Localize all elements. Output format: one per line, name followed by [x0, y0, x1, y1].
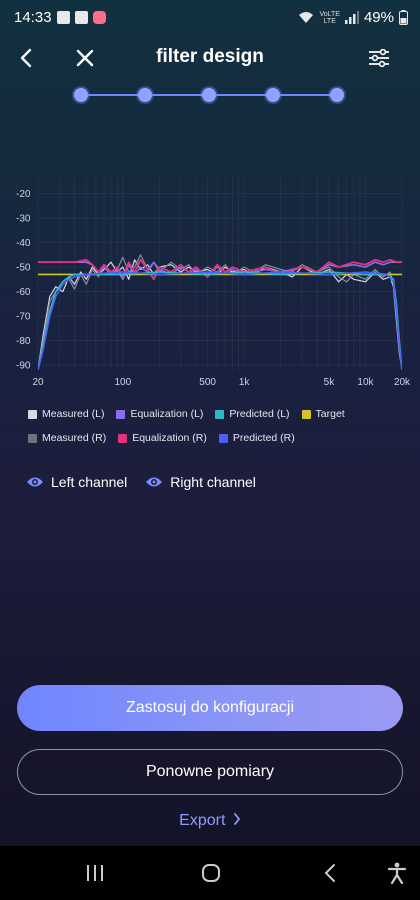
legend-label: Target: [315, 408, 345, 420]
series-line-predicted-l: [38, 271, 402, 370]
frequency-response-chart: -20 -30 -40 -50 -60 -70 -80 -90 20 100 500 1k 5k 10k 2…: [0, 170, 420, 390]
right-channel-toggle[interactable]: Right channel: [145, 474, 256, 490]
channel-toggles: Left channel Right channel: [26, 474, 256, 490]
gallery-notification-icon: [57, 11, 70, 24]
legend-item: Predicted (L): [215, 407, 290, 421]
step-dot-2: [138, 88, 152, 102]
home-button[interactable]: [196, 858, 226, 888]
step-dot-4: [266, 88, 280, 102]
eye-icon: [146, 477, 163, 487]
status-bar: 14:33 VoLTE LTE 49%: [0, 0, 420, 36]
export-link[interactable]: Export: [0, 812, 420, 830]
step-connector: [216, 94, 266, 96]
step-dot-1: [74, 88, 88, 102]
series-line-measured-l: [38, 259, 402, 370]
status-indicators: VoLTE LTE 49%: [298, 9, 408, 26]
system-back-button[interactable]: [315, 858, 345, 888]
series-line-predicted-r: [38, 271, 402, 370]
chart-legend: Measured (L) Equalization (L) Predicted (L…: [28, 407, 408, 455]
app-header: filter design: [0, 36, 420, 80]
step-connector: [88, 94, 138, 96]
chevron-right-icon: [233, 813, 240, 825]
legend-item: Measured (L): [28, 407, 104, 421]
y-tick-label: -40: [16, 238, 31, 249]
step-connector: [280, 94, 330, 96]
legend-row: Measured (L) Equalization (L) Predicted (L…: [28, 407, 408, 421]
step-connector: [152, 94, 202, 96]
step-dot-5: [330, 88, 344, 102]
instagram-notification-icon: [93, 11, 106, 24]
legend-swatch: [28, 409, 37, 419]
progress-stepper: [74, 86, 346, 104]
legend-swatch: [218, 433, 228, 443]
x-tick-label: 20k: [394, 377, 411, 388]
home-icon: [202, 864, 220, 882]
apply-to-config-button[interactable]: Zastosuj do konfiguracji: [17, 685, 403, 731]
legend-label: Measured (L): [42, 408, 105, 420]
remeasure-button[interactable]: Ponowne pomiary: [17, 749, 403, 795]
x-tick-label: 1k: [239, 377, 251, 388]
right-channel-label: Right channel: [170, 474, 256, 490]
x-tick-label: 10k: [357, 377, 374, 388]
y-tick-label: -80: [16, 336, 31, 347]
legend-swatch: [215, 409, 225, 419]
left-channel-toggle[interactable]: Left channel: [26, 474, 127, 490]
legend-label: Predicted (R): [232, 432, 295, 444]
legend-item: Measured (R): [28, 431, 106, 445]
back-icon: [324, 864, 335, 882]
y-tick-label: -90: [16, 361, 31, 372]
series-line-equalization-l: [38, 261, 402, 281]
legend-swatch: [116, 409, 126, 419]
y-tick-label: -30: [16, 214, 31, 225]
legend-item: Equalization (R): [118, 431, 207, 445]
signal-icon: [344, 11, 359, 24]
legend-row: Measured (R) Equalization (R) Predicted (R…: [28, 431, 408, 445]
legend-label: Predicted (L): [229, 408, 290, 420]
left-channel-label: Left channel: [51, 474, 128, 490]
battery-percent: 49%: [363, 9, 394, 26]
y-tick-label: -60: [16, 287, 31, 298]
legend-swatch: [28, 433, 37, 443]
wifi-icon: [299, 12, 314, 23]
sliders-icon: [369, 49, 389, 67]
back-button[interactable]: [10, 42, 42, 74]
legend-swatch: [301, 409, 311, 419]
page-title: filter design: [156, 46, 264, 67]
close-icon: [76, 49, 94, 67]
legend-item: Equalization (L): [116, 407, 203, 421]
legend-label: Equalization (L): [130, 408, 204, 420]
x-tick-label: 5k: [324, 377, 336, 388]
recents-icon: [87, 865, 103, 881]
system-nav-bar: [0, 846, 420, 900]
accessibility-button[interactable]: [382, 858, 412, 888]
eye-icon: [27, 477, 43, 487]
close-button[interactable]: [69, 42, 101, 74]
legend-item: Predicted (R): [218, 431, 295, 445]
notification-icons: [57, 11, 106, 24]
network-type-label: VoLTE LTE: [319, 10, 340, 25]
status-time: 14:33: [14, 9, 52, 26]
recents-button[interactable]: [80, 858, 110, 888]
battery-icon: [399, 10, 408, 25]
x-tick-label: 100: [114, 377, 131, 388]
legend-swatch: [118, 433, 128, 443]
accessibility-icon: [387, 862, 407, 884]
app-notification-icon: [75, 11, 88, 24]
series-line-equalization-r: [38, 258, 402, 281]
legend-label: Measured (R): [42, 432, 107, 444]
x-tick-label: 500: [199, 377, 216, 388]
y-tick-label: -50: [16, 263, 31, 274]
y-tick-label: -20: [16, 189, 31, 200]
chevron-left-icon: [20, 48, 32, 68]
settings-button[interactable]: [363, 42, 395, 74]
legend-item: Target: [301, 407, 345, 421]
x-tick-label: 20: [32, 377, 44, 388]
step-dot-3: [202, 88, 216, 102]
export-label: Export: [179, 812, 226, 829]
legend-label: Equalization (R): [132, 432, 207, 444]
y-tick-label: -70: [16, 312, 31, 323]
